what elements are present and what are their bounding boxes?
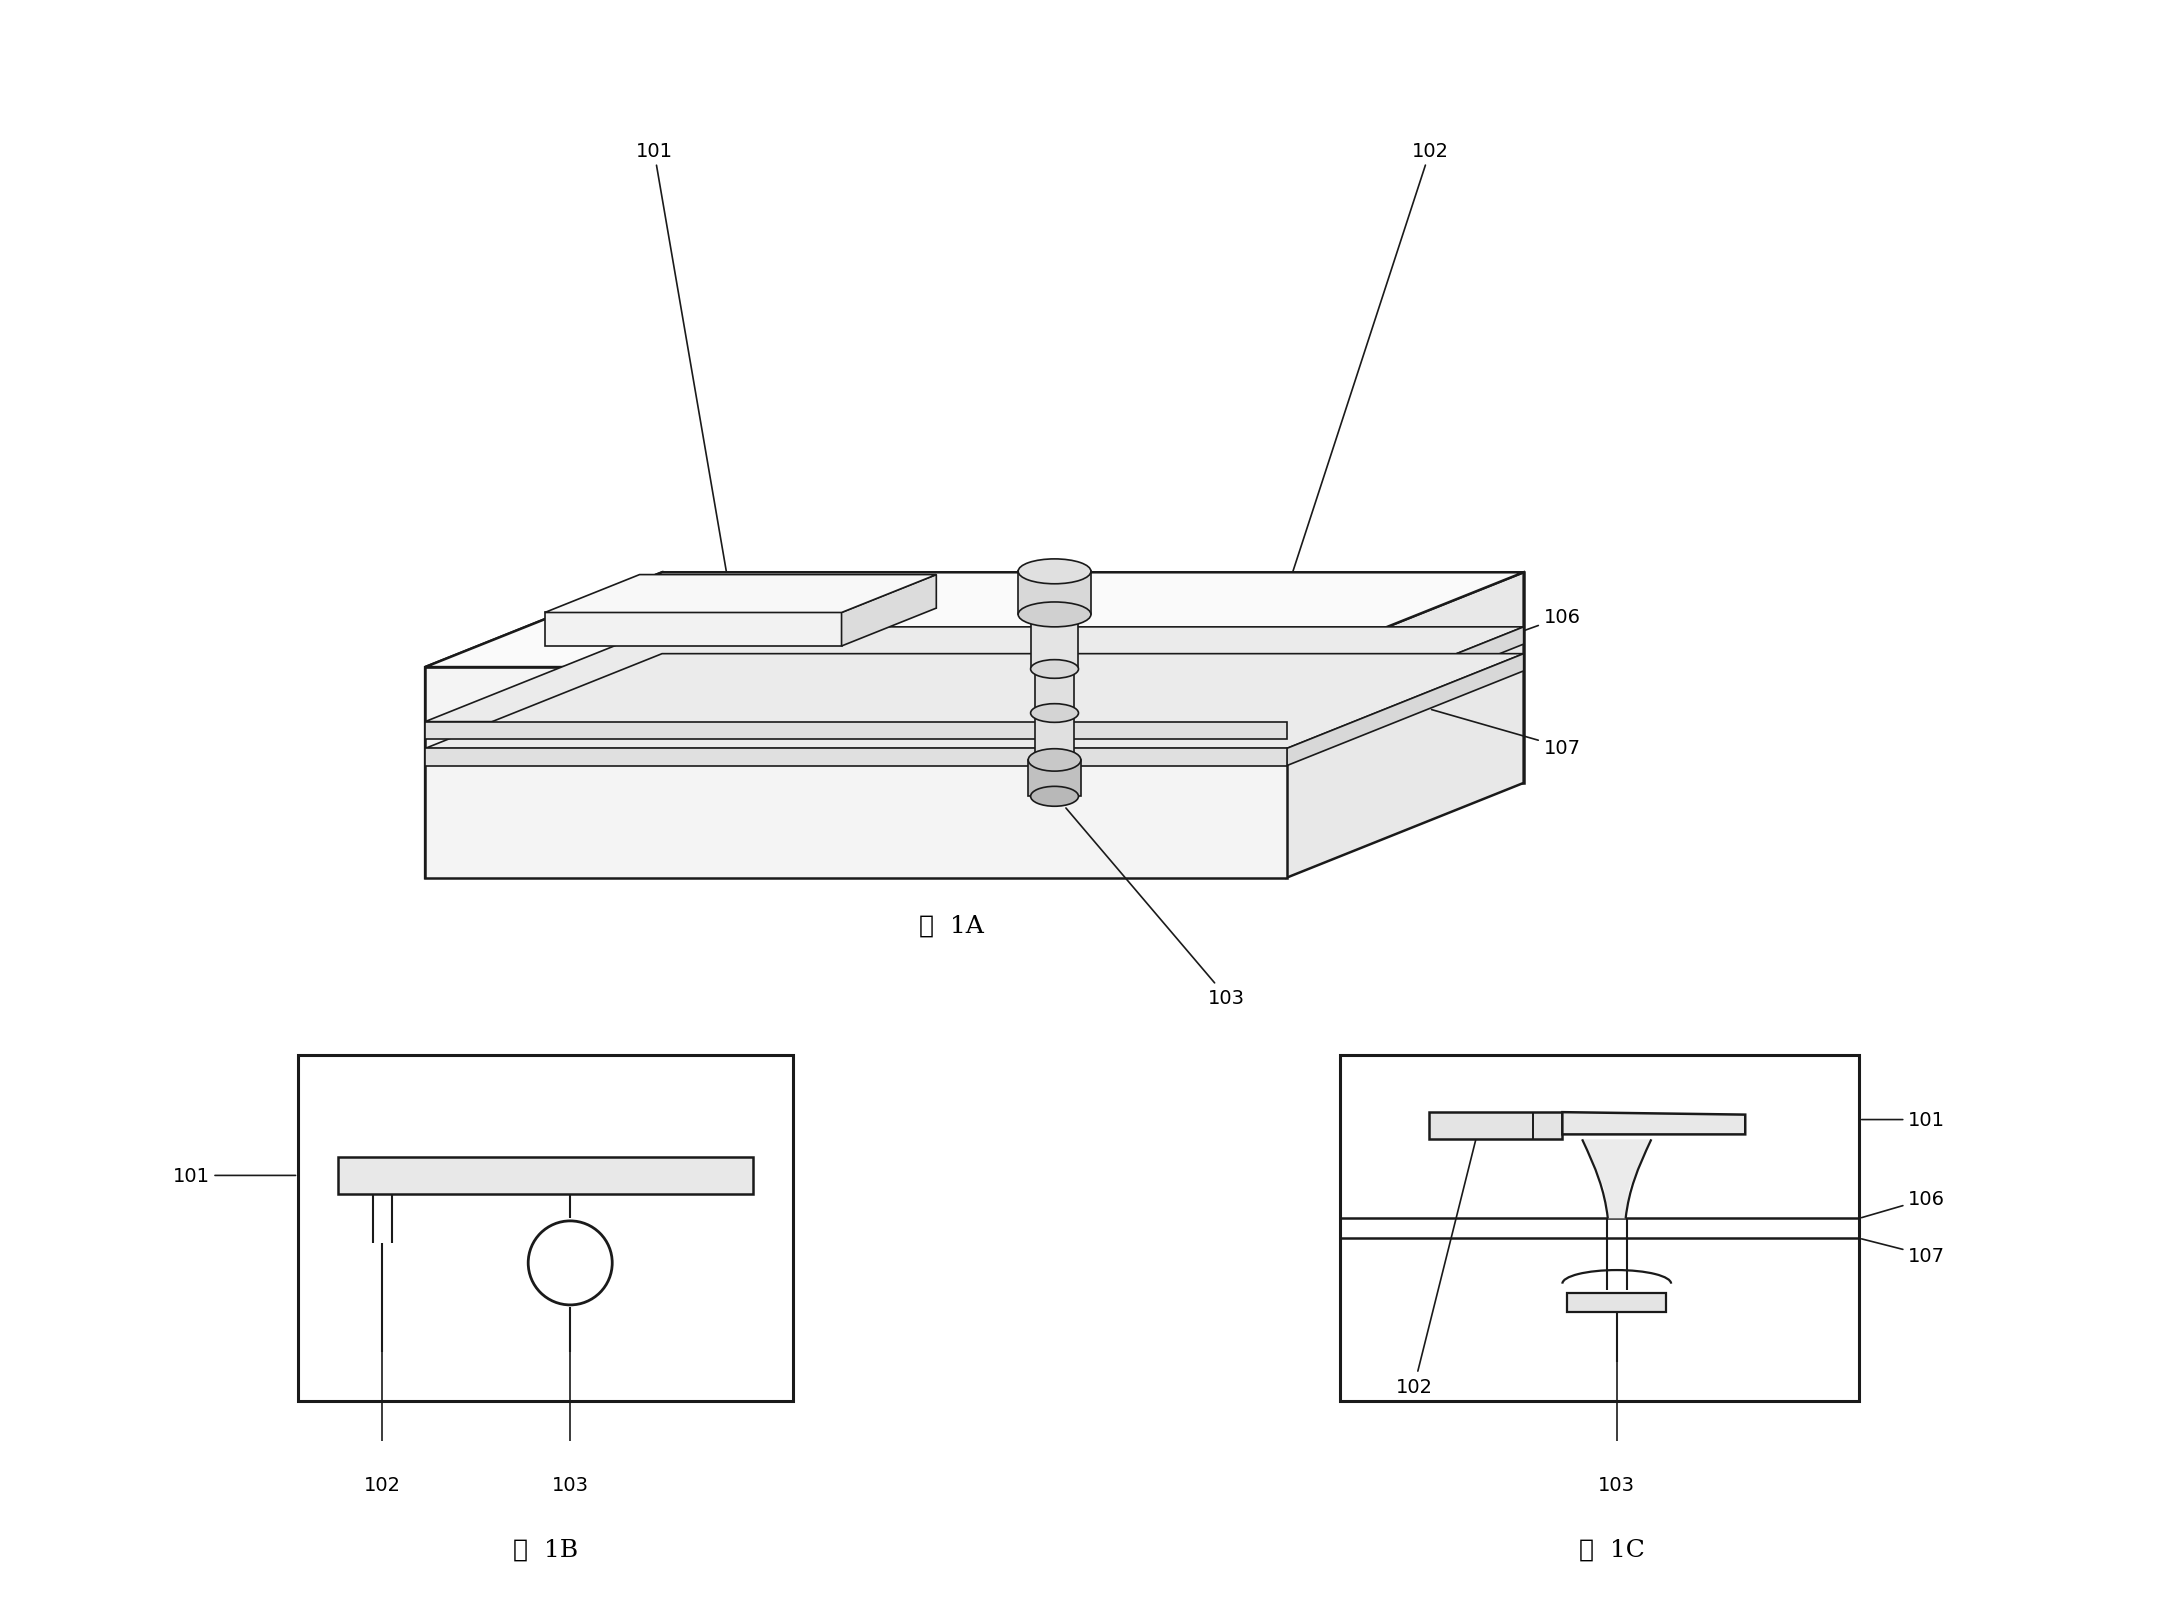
Ellipse shape [1028,750,1080,771]
Text: 图  1B: 图 1B [513,1539,578,1561]
Polygon shape [1028,761,1080,797]
Text: 103: 103 [552,1475,589,1495]
Ellipse shape [528,1220,613,1305]
Bar [1340,1055,1859,1401]
Ellipse shape [1030,787,1078,807]
Bar [299,1055,792,1401]
Polygon shape [425,667,1287,878]
Polygon shape [1287,573,1523,878]
Polygon shape [1429,1112,1562,1139]
Text: 102: 102 [1266,141,1449,654]
Text: 102: 102 [364,1475,401,1495]
Text: 101: 101 [172,1167,295,1185]
Polygon shape [425,654,1523,748]
Polygon shape [425,628,1523,722]
Polygon shape [1019,571,1091,615]
Polygon shape [425,722,1287,740]
Ellipse shape [1019,560,1091,584]
Polygon shape [1036,670,1074,714]
Polygon shape [842,575,936,646]
Polygon shape [1582,1139,1652,1219]
Text: 101: 101 [1861,1110,1946,1130]
Text: 103: 103 [1597,1475,1634,1495]
Text: 101: 101 [635,141,731,594]
Ellipse shape [1030,661,1078,678]
Ellipse shape [1019,602,1091,628]
Polygon shape [546,613,842,646]
Text: 107: 107 [1431,711,1580,756]
Polygon shape [1030,615,1078,670]
Ellipse shape [1030,704,1078,722]
Polygon shape [661,573,1523,784]
Polygon shape [1287,628,1523,740]
Text: 图  1A: 图 1A [919,914,984,938]
Polygon shape [425,748,1287,766]
Text: 103: 103 [1067,808,1246,1008]
Text: 图  1C: 图 1C [1580,1539,1645,1561]
Bar [338,1157,753,1195]
Text: 107: 107 [1861,1238,1946,1266]
Polygon shape [1036,714,1074,761]
Polygon shape [1287,654,1523,766]
Text: 106: 106 [1861,1190,1946,1217]
Polygon shape [639,575,936,609]
Polygon shape [546,575,936,613]
Text: 102: 102 [1396,1133,1477,1396]
Polygon shape [425,573,661,878]
Polygon shape [1567,1294,1667,1313]
Polygon shape [1562,1112,1746,1134]
Polygon shape [425,573,1523,667]
Text: 106: 106 [1431,609,1580,664]
